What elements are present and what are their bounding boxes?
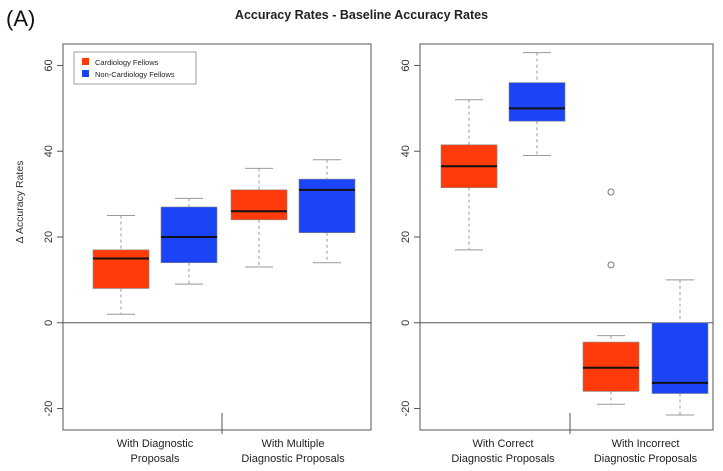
box-cardiology <box>92 215 150 315</box>
chart-title: Accuracy Rates - Baseline Accuracy Rates <box>234 8 489 22</box>
group-label: Proposals <box>131 453 180 465</box>
group-label: With Correct <box>472 438 533 450</box>
y-tick-label: 20 <box>43 231 55 243</box>
outlier-point <box>607 188 615 196</box>
group-label: With Incorrect <box>612 438 680 450</box>
box-iqr <box>582 341 640 392</box>
box-iqr <box>230 189 288 221</box>
box-iqr <box>160 206 218 264</box>
box-iqr <box>92 249 150 289</box>
legend-frame <box>73 51 197 85</box>
legend: Cardiology Fellows Non-Cardiology Fellows <box>73 51 197 85</box>
chart-panel-right: -20 0 20 40 60 With Correct Diagnostic Proposa… <box>400 43 714 465</box>
box-iqr <box>508 82 566 122</box>
box-non_cardiology <box>298 159 356 264</box>
outlier-point <box>607 261 615 269</box>
y-tick-label: 60 <box>400 59 412 71</box>
y-tick-label: 0 <box>400 320 412 326</box>
box-cardiology <box>230 167 288 268</box>
box-non_cardiology <box>651 279 709 416</box>
group-label: With Diagnostic <box>117 438 194 450</box>
box-non_cardiology <box>508 52 566 157</box>
y-tick-label: 40 <box>400 145 412 157</box>
y-tick-label: 40 <box>43 145 55 157</box>
group-label: Diagnostic Proposals <box>451 453 555 465</box>
group-label: Diagnostic Proposals <box>594 453 698 465</box>
legend-swatch <box>82 58 89 65</box>
box-cardiology <box>440 99 498 251</box>
y-tick-label: 60 <box>43 59 55 71</box>
group-label: Diagnostic Proposals <box>241 453 345 465</box>
box-iqr <box>651 322 709 394</box>
y-axis-label: Δ Accuracy Rates <box>14 161 26 244</box>
group-label: With Multiple <box>262 438 325 450</box>
panel-label: (A) <box>6 6 36 31</box>
legend-label: Non-Cardiology Fellows <box>95 70 175 79</box>
y-tick-label: 0 <box>43 320 55 326</box>
y-tick-label: -20 <box>400 401 412 417</box>
y-tick-label: 20 <box>400 231 412 243</box>
box-non_cardiology <box>160 197 218 285</box>
box-cardiology <box>582 188 640 405</box>
y-tick-label: -20 <box>43 401 55 417</box>
legend-label: Cardiology Fellows <box>95 58 159 67</box>
legend-swatch <box>82 70 89 77</box>
chart-panel-left: -20 0 20 40 60 Δ Accuracy Rates With Diagnosti… <box>14 43 372 465</box>
box-iqr <box>298 178 356 234</box>
